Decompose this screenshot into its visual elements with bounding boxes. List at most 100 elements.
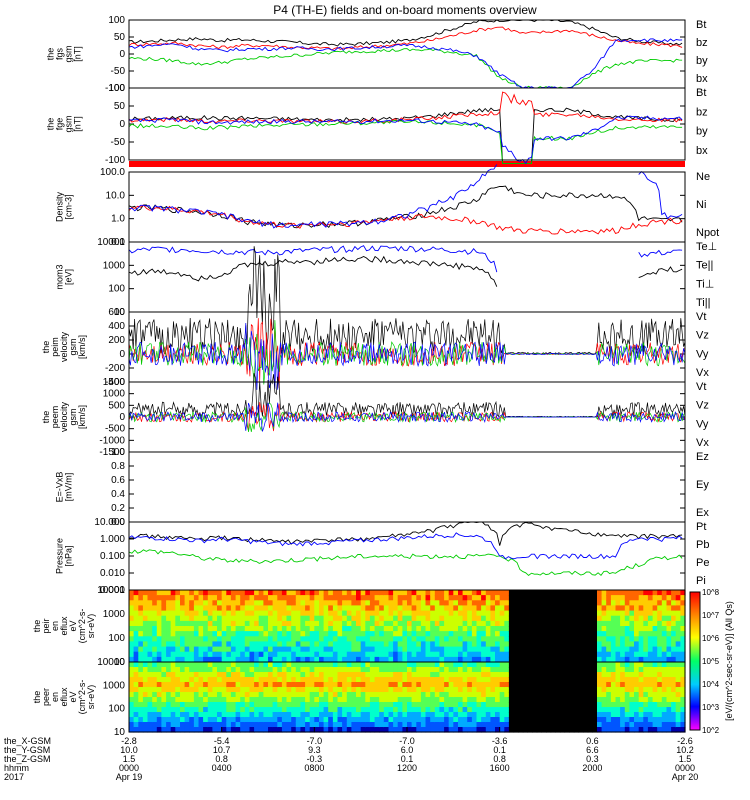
spectrogram-cell [198, 656, 204, 663]
series-ion-velocity-Vx [128, 322, 686, 390]
spectrogram-cell [360, 605, 366, 612]
spectrogram-cell [189, 620, 195, 627]
spectrogram-cell [180, 682, 186, 688]
spectrogram-cell [328, 722, 334, 728]
spectrogram-cell [583, 662, 589, 668]
spectrogram-cell [439, 615, 445, 622]
spectrogram-cell [193, 651, 200, 658]
spectrogram-cell [346, 717, 352, 723]
spectrogram-cell [226, 727, 232, 733]
spectrogram-cell [583, 687, 589, 693]
ylabel-line: Density [55, 191, 65, 222]
spectrogram-cell [263, 702, 269, 708]
spectrogram-cell [647, 626, 654, 632]
spectrogram-cell [546, 692, 552, 698]
colorbar-tick: 10^8 [702, 588, 720, 597]
spectrogram-cell [587, 672, 593, 678]
spectrogram-cell [230, 667, 237, 673]
spectrogram-cell [647, 707, 654, 713]
spectrogram-cell [485, 722, 491, 728]
spectrogram-cell [346, 636, 352, 642]
spectrogram-cell [346, 600, 352, 606]
spectrogram-cell [555, 712, 561, 718]
spectrogram-cell [351, 697, 357, 703]
spectrogram-cell [610, 712, 617, 718]
spectrogram-cell [138, 692, 144, 698]
spectrogram-cell [476, 646, 482, 653]
spectrogram-cell [620, 692, 626, 698]
spectrogram-cell [161, 651, 167, 658]
spectrogram-cell [230, 707, 237, 713]
spectrogram-cell [467, 610, 473, 617]
spectrogram-cell [411, 651, 417, 658]
spectrogram-cell [268, 722, 274, 728]
spectrogram-cell [332, 626, 339, 632]
spectrogram-cell [309, 626, 315, 632]
spectrogram-cell [434, 641, 440, 648]
spectrogram-cell [416, 712, 422, 718]
spectrogram-cell [393, 682, 399, 688]
spectrogram-cell [508, 667, 515, 673]
spectrogram-cell [152, 667, 158, 673]
spectrogram-cell [624, 702, 630, 708]
spectrogram-cell [189, 722, 195, 728]
spectrogram-cell [680, 672, 686, 678]
spectrogram-cell [129, 712, 135, 718]
spectrogram-cell [383, 677, 389, 683]
spectrogram-cell [652, 656, 658, 663]
spectrogram-cell [481, 697, 487, 703]
spectrogram-cell [430, 697, 436, 703]
spectrogram-cell [485, 677, 491, 683]
spectrogram-cell [573, 620, 579, 627]
spectrogram-cell [564, 600, 570, 606]
spectrogram-cell [323, 717, 329, 723]
y-tick-label: -50 [111, 66, 126, 77]
spectrogram-cell [629, 722, 635, 728]
spectrogram-cell [295, 712, 301, 718]
spectrogram-cell [559, 727, 566, 733]
spectrogram-cell [133, 641, 139, 648]
spectrogram-cell [198, 712, 204, 718]
spectrogram-cell [258, 656, 264, 663]
spectrogram-cell [314, 692, 320, 698]
spectrogram-cell [217, 595, 223, 601]
spectrogram-cell [508, 641, 515, 648]
spectrogram-cell [138, 641, 144, 648]
x-tick-x: -7.0 [399, 736, 415, 746]
spectrogram-cell [221, 722, 227, 728]
spectrogram-cell [481, 646, 487, 653]
spectrogram-cell [592, 636, 598, 642]
spectrogram-cell [434, 667, 440, 673]
spectrogram-cell [184, 626, 190, 632]
spectrogram-cell [597, 651, 603, 658]
spectrogram-cell [555, 682, 561, 688]
spectrogram-cell [309, 610, 315, 617]
spectrogram-cell [203, 600, 209, 606]
spectrogram-cell [221, 707, 227, 713]
spectrogram-cell [138, 590, 144, 596]
spectrogram-cell [458, 641, 464, 648]
spectrogram-cell [175, 702, 181, 708]
spectrogram-cell [680, 600, 686, 606]
spectrogram-cell [680, 662, 686, 668]
spectrogram-cell [508, 662, 515, 668]
spectrogram-cell [166, 600, 172, 606]
panel-ion-velocity: the peim velocity gsm [km/s]6004002000-200-4… [41, 307, 709, 388]
spectrogram-cell [180, 590, 186, 596]
spectrogram-cell [156, 636, 162, 642]
spectrogram-cell [147, 656, 153, 663]
colorbar-label: [eV/(cm^2-sec-sr-eV)] (All Qs) [724, 601, 734, 721]
spectrogram-cell [620, 667, 626, 673]
y-tick-label: -200 [105, 363, 125, 374]
spectrogram-cell [254, 615, 260, 622]
spectrogram-cell [495, 682, 501, 688]
spectrogram-cell [277, 620, 283, 627]
spectrogram-cell [235, 620, 241, 627]
spectrogram-cell [152, 636, 158, 642]
spectrogram-cell [342, 722, 348, 728]
spectrogram-cell [462, 712, 468, 718]
series-fge-gsm-bz [128, 91, 683, 124]
spectrogram-cell [416, 677, 422, 683]
spectrogram-cell [485, 590, 491, 596]
spectrogram-cell [369, 656, 376, 663]
